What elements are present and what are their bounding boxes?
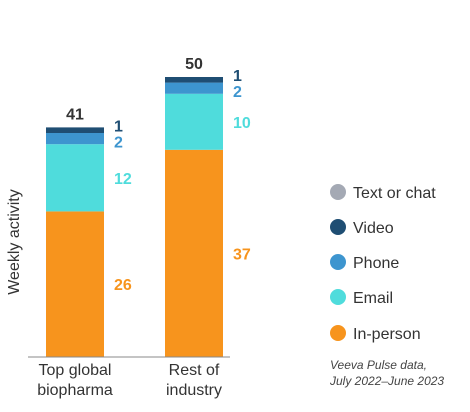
segment-value-label: 12 [114,171,132,188]
source-note-line-2: July 2022–June 2023 [329,374,444,388]
bar-segment-in-person-1 [165,149,223,357]
bar-segment-phone-0 [46,133,104,145]
total-value-label: 50 [185,56,203,73]
bars-group [46,77,223,357]
category-label: Top global [39,362,112,379]
legend-swatch [330,254,346,270]
segment-value-label: 2 [114,135,123,152]
segment-value-label: 1 [233,68,242,85]
y-axis-label: Weekly activity [6,189,23,295]
category-label: industry [166,382,222,399]
legend-swatch [330,325,346,341]
legend-label: Email [353,290,393,307]
legend-swatch [330,184,346,200]
legend-swatch [330,219,346,235]
category-labels-group: Top global biopharma Rest of industry [37,362,222,399]
segment-value-label: 26 [114,277,132,294]
bar-segment-video-1 [165,77,223,83]
segment-value-label: 2 [233,84,242,101]
segment-value-label: 1 [114,118,123,135]
legend-label: In-person [353,326,421,343]
source-note-line-1: Veeva Pulse data, [330,358,427,372]
legend-label: Text or chat [353,185,436,202]
segment-value-label: 37 [233,246,251,263]
legend-swatch [330,289,346,305]
bar-segment-phone-1 [165,82,223,94]
legend: Text or chat Video Phone Email In-person [330,184,436,343]
category-label: Rest of [169,362,220,379]
total-labels-group: 41 50 [66,56,203,123]
bar-segment-in-person-0 [46,211,104,357]
segment-value-label: 10 [233,115,251,132]
legend-label: Phone [353,255,399,272]
category-label: biopharma [37,382,113,399]
bar-segment-video-0 [46,127,104,133]
bar-segment-email-1 [165,93,223,150]
bar-segment-email-0 [46,144,104,212]
legend-label: Video [353,220,394,237]
total-value-label: 41 [66,106,84,123]
